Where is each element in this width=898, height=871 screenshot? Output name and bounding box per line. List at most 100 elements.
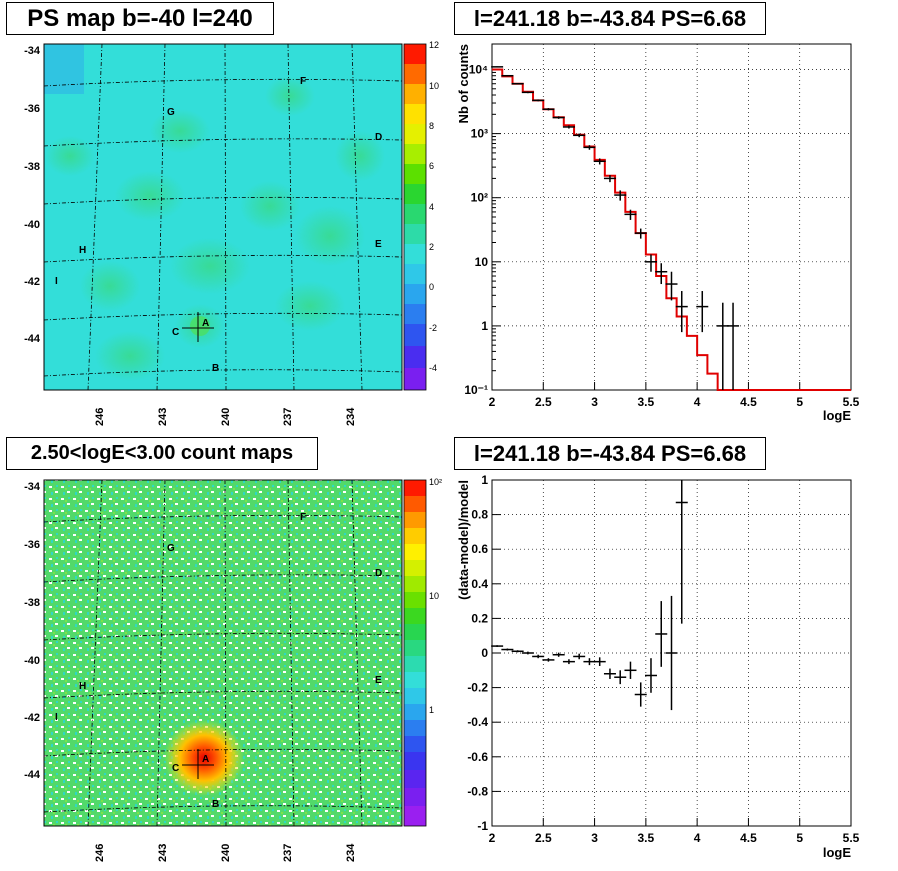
residuals-x-ticks: 2 2.5 3 3.5 4 4.5 5 5.5 — [489, 831, 860, 845]
y-tick-label: 0.6 — [471, 542, 488, 556]
data-point — [644, 658, 657, 693]
y-tick-label: 0 — [481, 646, 488, 660]
spectrum-ylabel: Nb of counts — [456, 44, 471, 123]
count-map-y-ticks: -34 -36 -38 -40 -42 -44 — [24, 481, 41, 781]
x-tick-label: 4.5 — [740, 831, 757, 845]
ps-map-grid — [43, 43, 403, 391]
y-tick-label: -0.4 — [467, 715, 488, 729]
data-point — [665, 595, 678, 711]
data-point — [614, 670, 627, 685]
x-tick-label: 3.5 — [638, 395, 655, 409]
x-tick-label: 3 — [591, 831, 598, 845]
data-point — [614, 190, 627, 201]
y-tick-label: -0.8 — [467, 784, 488, 798]
source-label-b: B — [212, 363, 219, 374]
y-tick-label: -1 — [477, 819, 488, 833]
data-point — [603, 175, 616, 183]
colorbar-tick: 0 — [429, 282, 434, 292]
data-point — [552, 652, 565, 657]
ps-map-x-ticks: 246 243 240 237 234 — [94, 407, 357, 426]
colorbar-tick: -4 — [429, 363, 437, 373]
x-tick-label: 237 — [282, 844, 294, 862]
colorbar-tick: 1 — [429, 705, 434, 715]
source-crosshair — [182, 312, 214, 342]
ps-map-y-ticks: -34 -36 -38 -40 -42 -44 — [24, 45, 41, 345]
colorbar-tick: 12 — [429, 40, 439, 50]
colorbar-tick: 4 — [429, 202, 434, 212]
y-tick-label: 10⁴ — [469, 63, 488, 77]
x-tick-label: 237 — [282, 408, 294, 426]
y-tick-label: -42 — [24, 276, 40, 288]
y-tick-label: -40 — [24, 655, 40, 667]
y-tick-label: 10⁻¹ — [464, 383, 488, 397]
source-label-f: F — [300, 512, 306, 523]
data-point — [501, 74, 514, 77]
source-label-a: A — [202, 318, 209, 329]
spectrum-chart: 2 2.5 3 3.5 4 4.5 5 5.5 10⁻¹ 1 10 10² 10³ 10⁴ logE N… — [456, 43, 860, 423]
data-point — [562, 125, 575, 129]
y-tick-label: 10³ — [471, 127, 488, 141]
count-map-image — [44, 480, 402, 826]
y-tick-label: -40 — [24, 219, 40, 231]
ps-sky-map-panel: -34 -36 -38 -40 -42 -44 246 243 240 237 … — [24, 40, 439, 426]
title-ps-map: PS map b=-40 l=240 — [6, 2, 274, 35]
x-tick-label: 234 — [345, 407, 357, 426]
x-tick-label: 4.5 — [740, 395, 757, 409]
data-point — [634, 682, 647, 707]
colorbar-tick: 2 — [429, 242, 434, 252]
data-point — [573, 133, 586, 138]
y-tick-label: 1 — [481, 473, 488, 487]
data-point — [542, 108, 555, 111]
data-point — [603, 668, 616, 679]
source-label-i: I — [55, 276, 58, 287]
y-tick-label: -34 — [24, 481, 41, 493]
ps-map-image — [44, 44, 402, 390]
x-tick-label: 2.5 — [535, 831, 552, 845]
y-tick-label: -34 — [24, 45, 41, 57]
residuals-y-ticks: 1 0.8 0.6 0.4 0.2 0 -0.2 -0.4 -0.6 -0.8 -1 — [467, 473, 488, 833]
y-tick-label: 0.2 — [471, 611, 488, 625]
source-label-c: C — [172, 327, 179, 338]
spectrum-xlabel: logE — [823, 408, 851, 423]
residuals-grid — [491, 479, 852, 827]
y-tick-label: 0.8 — [471, 508, 488, 522]
x-tick-label: 5 — [796, 831, 803, 845]
residuals-data-points — [491, 480, 688, 711]
source-crosshair — [182, 749, 214, 779]
data-point — [521, 651, 534, 655]
data-point — [521, 91, 534, 94]
data-point — [583, 658, 596, 666]
source-label-d: D — [375, 132, 382, 143]
source-label-i: I — [55, 712, 58, 723]
data-point — [634, 228, 647, 239]
spectrum-grid — [491, 44, 852, 391]
data-point — [583, 145, 596, 150]
model-step-line — [492, 68, 851, 391]
source-label-c: C — [172, 763, 179, 774]
data-point — [511, 82, 524, 85]
data-point — [655, 601, 668, 667]
residuals-xlabel: logE — [823, 845, 851, 860]
source-label-e: E — [375, 675, 382, 686]
y-tick-label: 10² — [471, 191, 488, 205]
title-count-maps: 2.50<logE<3.00 count maps — [6, 437, 318, 470]
source-label-h: H — [79, 245, 86, 256]
data-point — [491, 645, 504, 647]
colorbar-tick: 10 — [429, 591, 439, 601]
x-tick-label: 5.5 — [843, 395, 860, 409]
data-point — [552, 116, 565, 119]
x-tick-label: 4 — [694, 831, 701, 845]
x-tick-label: 2 — [489, 395, 496, 409]
y-tick-label: -42 — [24, 712, 40, 724]
source-label-f: F — [300, 76, 306, 87]
data-point — [696, 291, 709, 333]
y-tick-label: -0.6 — [467, 750, 488, 764]
data-point — [675, 291, 688, 333]
data-point — [511, 650, 524, 653]
x-tick-label: 234 — [345, 843, 357, 862]
y-tick-label: 10 — [475, 255, 489, 269]
source-label-g: G — [167, 543, 175, 554]
residuals-ylabel: (data-model)/model — [456, 480, 471, 600]
ps-map-sources: A B C D E F G H I — [55, 76, 382, 374]
data-point — [532, 99, 545, 102]
